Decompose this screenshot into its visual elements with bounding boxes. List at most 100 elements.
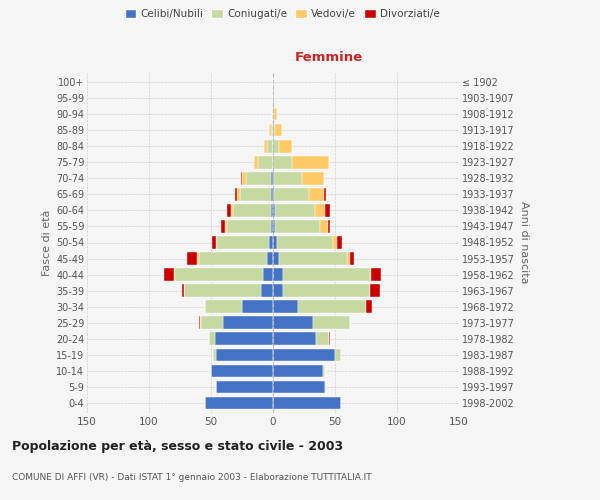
Bar	[216, 380, 273, 393]
Bar	[164, 268, 174, 281]
Bar	[237, 188, 239, 200]
Bar	[271, 124, 273, 136]
Bar	[227, 204, 231, 216]
Bar	[279, 252, 347, 265]
Y-axis label: Anni di nascita: Anni di nascita	[518, 201, 529, 283]
Bar	[347, 252, 350, 265]
Bar	[209, 332, 215, 345]
Bar	[273, 124, 275, 136]
Bar	[273, 156, 292, 168]
Bar	[199, 252, 267, 265]
Bar	[187, 252, 197, 265]
Bar	[216, 236, 217, 249]
Bar	[273, 108, 274, 120]
Bar	[283, 284, 370, 297]
Bar	[325, 380, 326, 393]
Bar	[273, 300, 298, 313]
Bar	[273, 348, 335, 361]
Bar	[254, 156, 258, 168]
Bar	[283, 268, 370, 281]
Text: Femmine: Femmine	[295, 51, 363, 64]
Bar	[265, 140, 267, 152]
Y-axis label: Fasce di età: Fasce di età	[41, 210, 52, 276]
Bar	[275, 220, 320, 232]
Bar	[273, 380, 325, 393]
Bar	[184, 284, 260, 297]
Bar	[302, 172, 324, 184]
Bar	[371, 268, 381, 281]
Bar	[366, 300, 372, 313]
Bar	[315, 204, 325, 216]
Bar	[235, 188, 237, 200]
Bar	[329, 332, 330, 345]
Bar	[273, 140, 279, 152]
Bar	[269, 236, 273, 249]
Bar	[271, 172, 273, 184]
Bar	[246, 172, 271, 184]
Legend: Celibi/Nubili, Coniugati/e, Vedovi/e, Divorziati/e: Celibi/Nubili, Coniugati/e, Vedovi/e, Di…	[121, 5, 443, 24]
Bar	[324, 188, 326, 200]
Bar	[205, 396, 273, 409]
Bar	[223, 316, 273, 329]
Bar	[370, 268, 371, 281]
Bar	[273, 268, 283, 281]
Bar	[271, 188, 273, 200]
Bar	[271, 220, 273, 232]
Bar	[212, 236, 216, 249]
Bar	[273, 332, 316, 345]
Bar	[217, 236, 269, 249]
Bar	[325, 204, 330, 216]
Bar	[298, 300, 366, 313]
Bar	[350, 252, 353, 265]
Bar	[241, 172, 242, 184]
Bar	[260, 284, 273, 297]
Bar	[309, 188, 324, 200]
Bar	[211, 364, 273, 377]
Bar	[274, 172, 302, 184]
Bar	[275, 204, 315, 216]
Bar	[199, 316, 200, 329]
Bar	[231, 204, 233, 216]
Bar	[197, 252, 199, 265]
Bar	[224, 220, 227, 232]
Bar	[277, 236, 332, 249]
Bar	[337, 236, 343, 249]
Bar	[316, 332, 329, 345]
Bar	[328, 220, 330, 232]
Bar	[272, 108, 273, 120]
Bar	[273, 316, 313, 329]
Bar	[200, 316, 201, 329]
Bar	[274, 188, 309, 200]
Bar	[274, 108, 277, 120]
Text: Popolazione per età, sesso e stato civile - 2003: Popolazione per età, sesso e stato civil…	[12, 440, 343, 453]
Bar	[214, 348, 216, 361]
Bar	[242, 300, 273, 313]
Bar	[263, 268, 273, 281]
Bar	[242, 172, 246, 184]
Bar	[273, 92, 274, 104]
Text: COMUNE DI AFFI (VR) - Dati ISTAT 1° gennaio 2003 - Elaborazione TUTTITALIA.IT: COMUNE DI AFFI (VR) - Dati ISTAT 1° genn…	[12, 473, 371, 482]
Bar	[269, 124, 271, 136]
Bar	[273, 396, 341, 409]
Bar	[320, 220, 328, 232]
Bar	[205, 300, 242, 313]
Bar	[267, 252, 273, 265]
Bar	[273, 220, 275, 232]
Bar	[271, 204, 273, 216]
Bar	[215, 332, 273, 345]
Bar	[273, 364, 323, 377]
Bar	[335, 348, 341, 361]
Bar	[227, 220, 271, 232]
Bar	[273, 284, 283, 297]
Bar	[273, 236, 277, 249]
Bar	[221, 220, 224, 232]
Bar	[273, 252, 279, 265]
Bar	[267, 140, 273, 152]
Bar	[332, 236, 337, 249]
Bar	[279, 140, 292, 152]
Bar	[233, 204, 271, 216]
Bar	[313, 316, 350, 329]
Bar	[216, 348, 273, 361]
Bar	[174, 268, 263, 281]
Bar	[273, 188, 274, 200]
